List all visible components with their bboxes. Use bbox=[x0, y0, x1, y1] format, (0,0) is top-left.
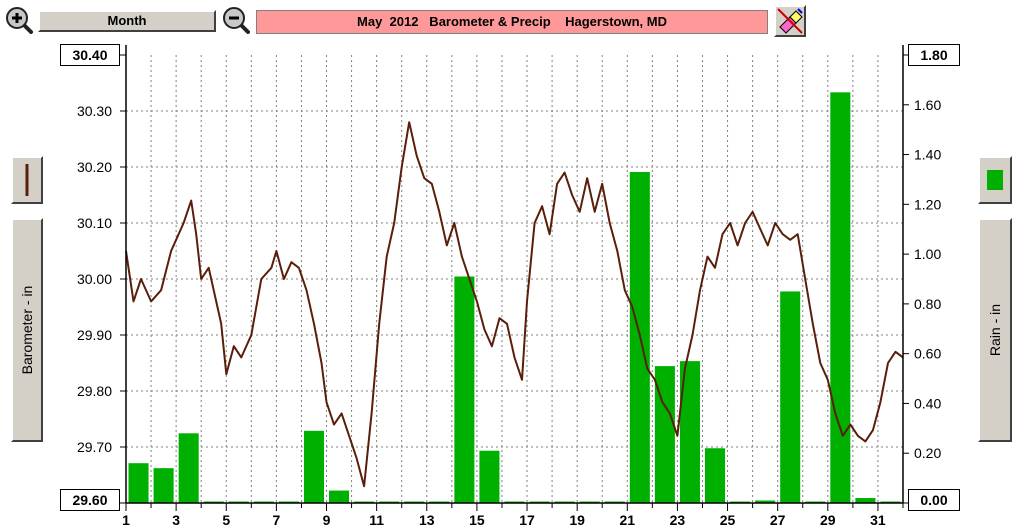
x-tick-label: 9 bbox=[323, 512, 331, 528]
left-tick-label: 29.80 bbox=[77, 383, 112, 399]
x-tick-label: 1 bbox=[122, 512, 130, 528]
x-tick-label: 11 bbox=[369, 512, 384, 528]
rain-bar bbox=[704, 448, 726, 503]
right-tick-label: 0.60 bbox=[914, 346, 941, 362]
x-tick-label: 19 bbox=[569, 512, 585, 528]
zoom-out-magnifier-icon bbox=[223, 7, 250, 34]
rain-bar bbox=[780, 291, 801, 503]
rain-bar bbox=[830, 92, 851, 503]
left-axis-max-box: 30.40 bbox=[60, 44, 120, 66]
right-axis-max-box: 1.80 bbox=[908, 44, 960, 66]
rain-bar bbox=[329, 490, 350, 503]
rain-bar bbox=[654, 366, 675, 503]
rain-bar bbox=[178, 433, 199, 503]
x-tick-label: 13 bbox=[419, 512, 435, 528]
line-swatch-icon bbox=[25, 164, 29, 196]
x-tick-label: 29 bbox=[820, 512, 836, 528]
right-tick-label: 1.40 bbox=[914, 147, 941, 163]
zoom-out-button[interactable] bbox=[222, 6, 250, 34]
rain-legend-button[interactable] bbox=[978, 156, 1012, 204]
left-tick-label: 30.30 bbox=[77, 103, 112, 119]
x-tick-label: 23 bbox=[670, 512, 686, 528]
chart-title: May 2012 Barometer & Precip Hagerstown, … bbox=[256, 10, 768, 34]
rain-bar bbox=[855, 498, 876, 503]
barometer-legend-button[interactable] bbox=[11, 156, 43, 204]
x-tick-label: 5 bbox=[222, 512, 230, 528]
x-tick-label: 21 bbox=[620, 512, 636, 528]
rain-bar bbox=[128, 463, 149, 503]
rain-bar bbox=[679, 361, 700, 503]
rain-bar bbox=[303, 430, 325, 503]
rain-bar bbox=[479, 450, 500, 503]
x-tick-label: 17 bbox=[519, 512, 535, 528]
right-tick-label: 0.80 bbox=[914, 296, 941, 312]
rain-axis-button[interactable]: Rain - in bbox=[978, 218, 1012, 442]
left-tick-label: 30.10 bbox=[77, 215, 112, 231]
right-tick-label: 1.20 bbox=[914, 196, 941, 212]
right-tick-label: 0.40 bbox=[914, 395, 941, 411]
left-axis-min-box: 29.60 bbox=[60, 489, 120, 511]
right-axis-min-box: 0.00 bbox=[908, 489, 960, 511]
x-tick-label: 7 bbox=[272, 512, 280, 528]
eraser-pencil-icon bbox=[777, 8, 803, 34]
left-tick-label: 29.90 bbox=[77, 327, 112, 343]
x-tick-label: 3 bbox=[172, 512, 180, 528]
right-tick-label: 1.00 bbox=[914, 246, 941, 262]
bar-swatch-icon bbox=[987, 170, 1003, 190]
x-tick-label: 15 bbox=[469, 512, 485, 528]
rain-bar bbox=[153, 468, 174, 503]
edit-tools-button[interactable] bbox=[774, 5, 806, 37]
period-select-button[interactable]: Month bbox=[38, 10, 216, 32]
left-tick-label: 30.00 bbox=[77, 271, 112, 287]
x-tick-label: 25 bbox=[720, 512, 736, 528]
rain-bar bbox=[454, 276, 475, 503]
left-tick-label: 29.70 bbox=[77, 439, 112, 455]
right-tick-label: 0.20 bbox=[914, 445, 941, 461]
x-tick-label: 27 bbox=[770, 512, 786, 528]
barometer-axis-button[interactable]: Barometer - in bbox=[11, 218, 43, 442]
barometer-line bbox=[125, 121, 904, 488]
x-tick-label: 31 bbox=[870, 512, 886, 528]
zoom-in-button[interactable] bbox=[5, 6, 33, 34]
rain-bar bbox=[755, 500, 776, 503]
right-tick-label: 1.60 bbox=[914, 97, 941, 113]
left-tick-label: 30.20 bbox=[77, 159, 112, 175]
zoom-in-magnifier-icon bbox=[6, 7, 33, 34]
